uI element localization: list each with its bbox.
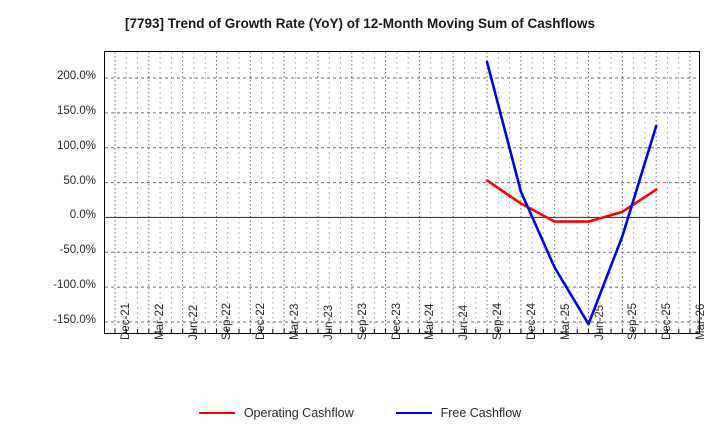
legend-item[interactable]: Operating Cashflow xyxy=(198,406,354,420)
series-line-free-cashflow xyxy=(485,60,658,326)
chart-title: [7793] Trend of Growth Rate (YoY) of 12-… xyxy=(124,16,595,31)
y-axis-tick-label: 50.0% xyxy=(63,174,96,187)
legend-item[interactable]: Free Cashflow xyxy=(395,406,522,420)
legend-label: Operating Cashflow xyxy=(243,406,354,420)
series-line-operating-cashflow xyxy=(485,179,658,223)
legend-line-swatch xyxy=(395,412,432,414)
legend-line-swatch xyxy=(198,412,235,414)
legend-label: Free Cashflow xyxy=(440,406,522,420)
plot-area xyxy=(104,51,700,334)
y-axis-tick-label: 150.0% xyxy=(56,104,96,117)
chart-legend: Operating Cashflow Free Cashflow xyxy=(0,406,720,420)
y-axis-tick-label: -150.0% xyxy=(53,314,96,326)
y-axis-tick-label: 100.0% xyxy=(56,139,96,152)
grid-lines xyxy=(105,52,699,333)
y-axis-tick-label: 200.0% xyxy=(56,70,96,82)
axis-ticks xyxy=(114,329,691,333)
y-axis-tick-label: 0.0% xyxy=(69,209,96,222)
y-axis-tick-label: -50.0% xyxy=(59,244,96,257)
y-axis-tick-label: -100.0% xyxy=(53,279,96,292)
plot-svg xyxy=(105,52,699,333)
